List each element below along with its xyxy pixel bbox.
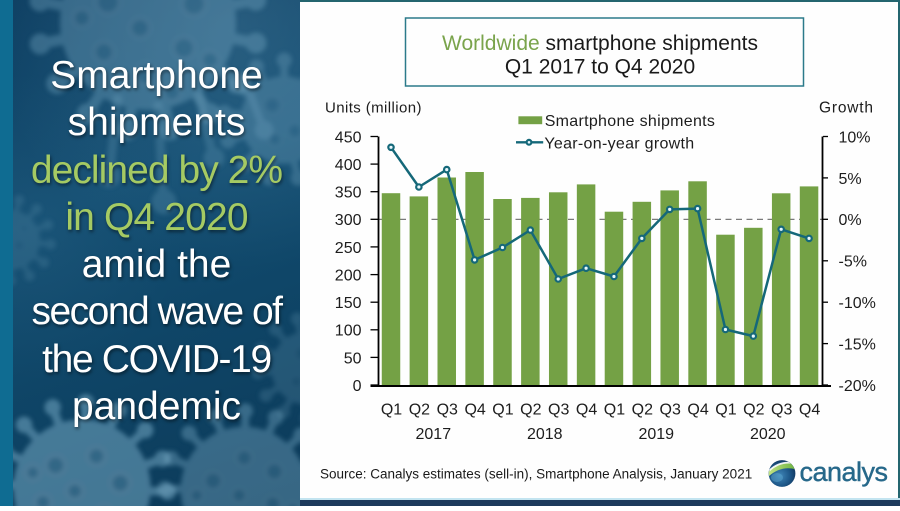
svg-text:-20%: -20% (839, 378, 876, 395)
svg-text:350: 350 (335, 185, 362, 202)
svg-text:Worldwide smartphone shipments: Worldwide smartphone shipments (442, 32, 758, 55)
svg-text:150: 150 (335, 295, 362, 312)
svg-text:450: 450 (335, 129, 362, 146)
svg-text:50: 50 (344, 350, 362, 367)
svg-text:canalys: canalys (800, 457, 888, 487)
svg-text:Q3: Q3 (548, 402, 569, 419)
svg-text:0%: 0% (839, 212, 862, 229)
svg-text:Q2: Q2 (520, 402, 541, 419)
svg-text:Q1: Q1 (715, 402, 736, 419)
svg-text:-15%: -15% (839, 337, 876, 354)
svg-text:5%: 5% (839, 171, 862, 188)
svg-text:Q1: Q1 (492, 402, 513, 419)
svg-text:Q3: Q3 (437, 402, 458, 419)
svg-text:Source: Canalys estimates (se: Source: Canalys estimates (sell-in), Sma… (320, 467, 752, 482)
svg-text:250: 250 (335, 240, 362, 257)
svg-text:-10%: -10% (839, 295, 876, 312)
svg-text:0: 0 (353, 378, 362, 395)
svg-text:2019: 2019 (638, 426, 674, 443)
svg-text:Smartphone shipments: Smartphone shipments (545, 113, 716, 130)
svg-text:Q3: Q3 (660, 402, 681, 419)
svg-text:-5%: -5% (839, 254, 867, 271)
svg-text:Growth: Growth (819, 99, 874, 116)
svg-text:Q4: Q4 (799, 402, 820, 419)
svg-text:Q1: Q1 (381, 402, 402, 419)
svg-text:Q3: Q3 (771, 402, 792, 419)
svg-text:Q1: Q1 (604, 402, 625, 419)
svg-text:Q2: Q2 (743, 402, 764, 419)
svg-text:300: 300 (335, 212, 362, 229)
svg-text:Q4: Q4 (687, 402, 708, 419)
svg-text:Q1 2017 to Q4 2020: Q1 2017 to Q4 2020 (505, 55, 695, 78)
svg-text:Q4: Q4 (576, 402, 597, 419)
svg-text:2017: 2017 (416, 426, 452, 443)
svg-text:100: 100 (335, 323, 362, 340)
svg-text:10%: 10% (839, 129, 871, 146)
svg-text:200: 200 (335, 268, 362, 285)
svg-text:2018: 2018 (527, 426, 563, 443)
svg-text:2020: 2020 (750, 426, 786, 443)
svg-text:Q2: Q2 (409, 402, 430, 419)
svg-text:Units (million): Units (million) (325, 100, 422, 117)
svg-text:Q2: Q2 (632, 402, 653, 419)
svg-text:Q4: Q4 (464, 402, 485, 419)
svg-text:400: 400 (335, 157, 362, 174)
svg-text:Year-on-year growth: Year-on-year growth (544, 136, 694, 153)
